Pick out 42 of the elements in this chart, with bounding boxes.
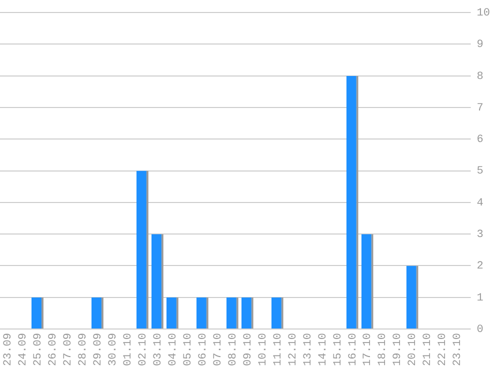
y-tick-label: 0 bbox=[476, 324, 484, 336]
x-tick-label: 08.10 bbox=[227, 332, 240, 366]
x-tick-label: 03.10 bbox=[152, 332, 164, 366]
x-tick-label: 20.10 bbox=[407, 332, 420, 366]
x-tick-label: 16.10 bbox=[347, 332, 360, 366]
x-tick-label: 07.10 bbox=[212, 332, 224, 366]
y-tick-label: 1 bbox=[476, 292, 484, 304]
x-tick-label: 06.10 bbox=[197, 332, 210, 366]
x-tick-label: 26.09 bbox=[47, 332, 60, 366]
x-tick-label: 30.09 bbox=[107, 332, 120, 366]
x-tick-label: 23.10 bbox=[452, 332, 464, 366]
x-tick-label: 27.09 bbox=[62, 332, 74, 366]
x-tick-label: 01.10 bbox=[122, 332, 134, 366]
x-tick-label: 22.10 bbox=[437, 332, 450, 366]
x-tick-label: 09.10 bbox=[242, 332, 254, 366]
y-tick-label: 10 bbox=[476, 8, 490, 20]
x-tick-label: 05.10 bbox=[182, 332, 194, 366]
x-tick-label: 15.10 bbox=[332, 332, 344, 366]
x-tick-label: 17.10 bbox=[362, 332, 374, 366]
y-tick-label: 9 bbox=[476, 39, 484, 52]
y-tick-label: 4 bbox=[476, 197, 484, 210]
x-tick-label: 24.09 bbox=[17, 332, 30, 366]
x-tick-label: 19.10 bbox=[392, 332, 404, 366]
y-tick-label: 2 bbox=[476, 260, 484, 273]
y-tick-label: 8 bbox=[476, 70, 484, 83]
x-tick-label: 02.10 bbox=[137, 332, 150, 366]
x-tick-label: 23.09 bbox=[2, 332, 14, 366]
x-tick-label: 14.10 bbox=[317, 332, 330, 366]
x-tick-label: 04.10 bbox=[167, 332, 180, 366]
y-tick-label: 7 bbox=[476, 102, 484, 114]
x-tick-label: 28.09 bbox=[77, 332, 90, 366]
y-tick-label: 5 bbox=[476, 166, 484, 178]
x-tick-label: 18.10 bbox=[377, 332, 390, 366]
y-tick-label: 6 bbox=[476, 134, 484, 146]
x-tick-label: 13.10 bbox=[302, 332, 314, 366]
x-tick-label: 10.10 bbox=[257, 332, 270, 366]
y-tick-label: 3 bbox=[476, 228, 484, 241]
x-tick-label: 25.09 bbox=[32, 332, 44, 366]
x-tick-label: 21.10 bbox=[422, 332, 434, 366]
x-tick-label: 12.10 bbox=[287, 332, 300, 366]
x-tick-label: 11.10 bbox=[272, 332, 284, 366]
x-tick-label: 29.09 bbox=[92, 332, 104, 366]
